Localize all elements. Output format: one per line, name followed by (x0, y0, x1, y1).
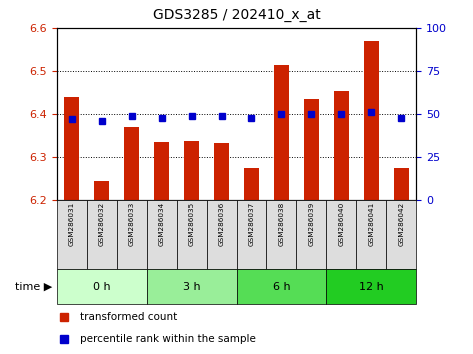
Text: GSM286033: GSM286033 (129, 202, 135, 246)
Bar (117, 200, 147, 269)
Text: 6 h: 6 h (272, 282, 290, 292)
Bar (274, 65, 289, 200)
Bar (356, 200, 386, 269)
Bar (326, 200, 356, 269)
Bar (394, 168, 409, 200)
Text: GSM286032: GSM286032 (99, 202, 105, 246)
Text: GSM286031: GSM286031 (69, 202, 75, 246)
Bar (236, 269, 326, 304)
Bar (176, 200, 207, 269)
Text: GSM286042: GSM286042 (398, 202, 404, 246)
Bar (147, 200, 176, 269)
Bar (334, 91, 349, 200)
Text: GSM286038: GSM286038 (279, 202, 284, 246)
Text: GSM286040: GSM286040 (338, 202, 344, 246)
Bar (386, 200, 416, 269)
Bar (326, 269, 416, 304)
Bar (207, 200, 236, 269)
Text: percentile rank within the sample: percentile rank within the sample (80, 334, 256, 344)
Text: GSM286041: GSM286041 (368, 202, 374, 246)
Bar (304, 99, 319, 200)
Text: time ▶: time ▶ (15, 282, 52, 292)
Bar (87, 200, 117, 269)
Text: GSM286035: GSM286035 (189, 202, 194, 246)
Text: GSM286036: GSM286036 (219, 202, 225, 246)
Text: transformed count: transformed count (80, 312, 177, 322)
Bar (244, 168, 259, 200)
Text: GSM286039: GSM286039 (308, 202, 315, 246)
Bar (184, 141, 199, 200)
Bar (147, 269, 236, 304)
Bar (214, 143, 229, 200)
Text: 0 h: 0 h (93, 282, 111, 292)
Text: GSM286037: GSM286037 (248, 202, 254, 246)
Text: GSM286034: GSM286034 (158, 202, 165, 246)
Bar (57, 269, 147, 304)
Bar (236, 200, 266, 269)
Bar (124, 127, 139, 200)
Text: 12 h: 12 h (359, 282, 384, 292)
Bar (64, 97, 79, 200)
Bar (94, 181, 109, 200)
Text: 3 h: 3 h (183, 282, 201, 292)
Bar (297, 200, 326, 269)
Bar (266, 200, 297, 269)
Bar (57, 200, 87, 269)
Bar (364, 41, 379, 200)
Text: GDS3285 / 202410_x_at: GDS3285 / 202410_x_at (153, 8, 320, 23)
Bar (154, 142, 169, 200)
